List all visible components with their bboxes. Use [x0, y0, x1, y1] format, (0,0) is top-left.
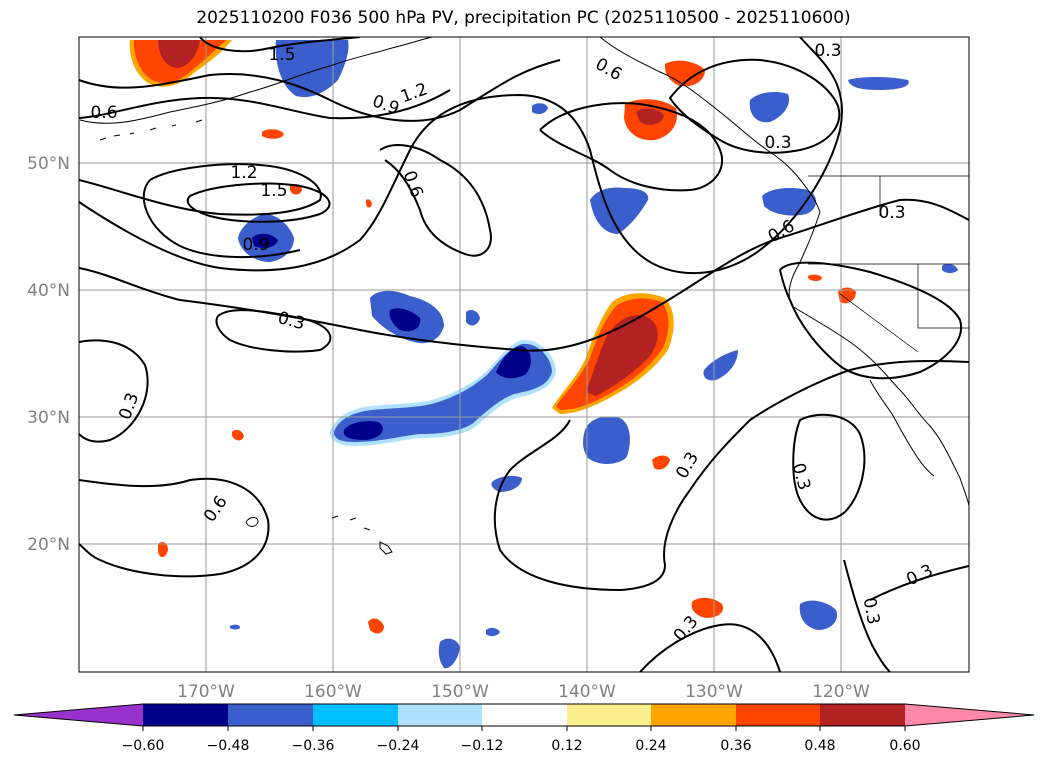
colorbar-bin: [567, 704, 651, 726]
alaska-coast: [79, 37, 433, 124]
lon-label: 160°W: [304, 682, 362, 702]
pv-contours: [79, 37, 969, 672]
contour-label: 0.3: [859, 596, 883, 626]
contour-label: 0.6: [90, 103, 117, 123]
lat-label: 40°N: [27, 281, 70, 301]
colorbar-tick-label: −0.24: [377, 738, 420, 754]
contour-label: 1.5: [268, 45, 295, 65]
longitude-labels: 170°W 160°W 150°W 140°W 130°W 120°W: [177, 682, 870, 702]
colorbar-tick-label: 0.48: [804, 738, 835, 754]
map-plot-area: 1.5 1.2 0.9 0.6 0.3 0.6 1.2 1.5 0.9 0.6 …: [79, 37, 969, 672]
contour-label: 1.2: [230, 163, 257, 183]
bc-coast: [599, 37, 821, 213]
colorbar-tick-label: −0.12: [461, 738, 504, 754]
hawaii-islands: [331, 515, 393, 555]
graticule: [79, 37, 969, 672]
colorbar-tick-label: 0.24: [635, 738, 666, 754]
colorbar-tick-label: −0.48: [207, 738, 250, 754]
lat-label: 20°N: [27, 535, 70, 555]
colorbar-bin: [736, 704, 820, 726]
contour-label: 0.3: [814, 41, 841, 61]
colorbar-bin: [143, 704, 228, 726]
colorbar-tick-label: −0.36: [292, 738, 335, 754]
colorbar: −0.60 −0.48 −0.36 −0.24 −0.12 0.12 0.24 …: [13, 703, 1035, 754]
contour-label: 0.9: [242, 235, 269, 255]
baja-coast: [869, 379, 935, 477]
us-west-coast: [788, 211, 969, 507]
contour-label: 0.3: [764, 133, 791, 153]
lat-label: 30°N: [27, 408, 70, 428]
colorbar-tick-label: 0.60: [889, 738, 920, 754]
state-borders: [808, 175, 969, 353]
cool-blob-aleutian: [275, 40, 349, 98]
lon-label: 120°W: [812, 682, 870, 702]
aleutian-islands: [99, 119, 203, 141]
colorbar-bin: [651, 704, 736, 726]
colorbar-bin: [313, 704, 398, 726]
map-frame: [78, 36, 970, 673]
lon-label: 150°W: [431, 682, 489, 702]
colorbar-bin: [820, 704, 905, 726]
contour-label: 0.3: [878, 203, 905, 223]
lon-label: 130°W: [685, 682, 743, 702]
coastlines: [79, 37, 969, 555]
lon-label: 140°W: [558, 682, 616, 702]
lat-label: 50°N: [27, 154, 70, 174]
warm-blob-ca: [838, 287, 856, 304]
chart-title: 2025110200 F036 500 hPa PV, precipitatio…: [196, 8, 851, 28]
colorbar-tick-label: −0.60: [122, 738, 165, 754]
latitude-labels: 50°N 40°N 30°N 20°N: [27, 154, 70, 555]
contour-label: 1.5: [260, 181, 287, 201]
colorbar-bin: [905, 704, 1034, 726]
lon-label: 170°W: [177, 682, 235, 702]
colorbar-bin: [228, 704, 313, 726]
colorbar-bin: [14, 704, 143, 726]
colorbar-bin: [398, 704, 482, 726]
colorbar-tick-label: 0.36: [720, 738, 751, 754]
colorbar-tick-label: 0.12: [551, 738, 582, 754]
colorbar-bin: [482, 704, 567, 726]
